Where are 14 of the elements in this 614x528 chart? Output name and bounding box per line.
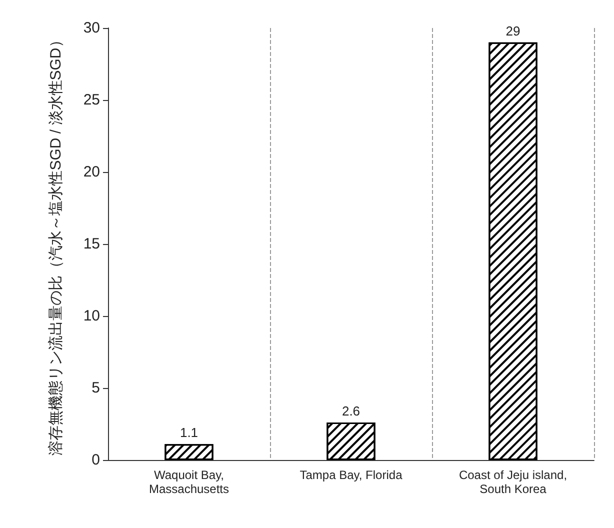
data-label: 2.6 — [342, 404, 360, 419]
y-tick-label: 25 — [83, 92, 100, 108]
y-tick-label: 10 — [83, 308, 100, 324]
y-tick-label: 30 — [83, 20, 100, 36]
y-tick-label: 15 — [83, 236, 100, 252]
y-axis-title: 溶存無機態リン流出量の比（汽水～塩水性SGD / 淡水性SGD） — [48, 32, 64, 456]
y-tick-label: 5 — [92, 380, 100, 396]
y-tick-label: 20 — [83, 164, 100, 180]
x-tick-label: Waquoit Bay, Massachusetts — [148, 468, 230, 496]
data-label: 29 — [506, 23, 520, 38]
data-label: 1.1 — [180, 425, 198, 440]
x-tick-label: Coast of Jeju island, South Korea — [458, 468, 568, 496]
y-tick-label: 0 — [92, 452, 100, 468]
x-tick-label: Tampa Bay, Florida — [300, 468, 403, 482]
